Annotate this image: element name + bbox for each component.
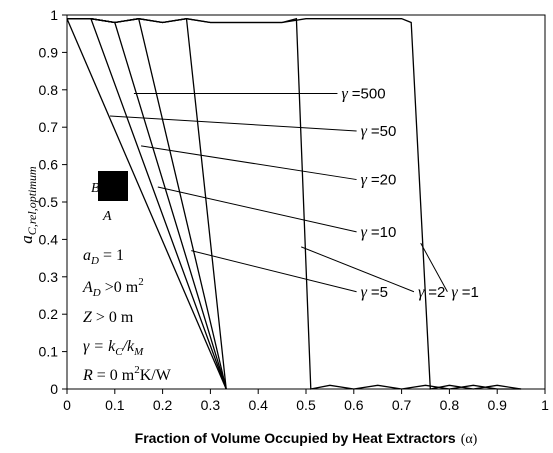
series-label: γ =1 (451, 284, 478, 301)
series-label: γ =20 (361, 172, 397, 189)
annotation-leader (157, 186, 357, 233)
series-label: γ =50 (361, 123, 397, 140)
x-tick-label: 1 (541, 397, 549, 413)
annotation-leader (191, 250, 357, 293)
x-axis-label: Fraction of Volume Occupied by Heat Extr… (135, 430, 478, 447)
param-AD: AD >0 m2 (82, 276, 144, 299)
y-tick-label: 0.8 (39, 82, 59, 98)
x-tick-label: 0.2 (153, 397, 173, 413)
annotation-leader (301, 246, 415, 293)
plot-area (66, 14, 546, 390)
series-line-0 (66, 18, 227, 390)
param-Z: Z > 0 m (83, 309, 134, 326)
marker-label-bottom: A (102, 209, 112, 224)
marker-label-top: B (91, 181, 100, 196)
parameter-legend: B A aD = 1 AD >0 m2 Z > 0 m γ = kC/kM R … (82, 171, 172, 384)
x-tick-label: 0.1 (105, 397, 125, 413)
x-tick-label: 0.5 (296, 397, 316, 413)
x-tick-label: 0.3 (201, 397, 221, 413)
axes: 0 0.1 0.2 0.3 0.4 0.5 0.6 0.7 0.8 0.9 1 0 0.1 0.2 0.3 0… (39, 7, 550, 413)
param-aD: aD = 1 (83, 247, 124, 267)
series-label: γ =5 (361, 284, 388, 301)
x-tick-label: 0.7 (392, 397, 412, 413)
x-tick-label: 0.9 (487, 397, 507, 413)
annotation-leader (141, 145, 357, 181)
y-tick-label: 0.7 (39, 119, 59, 135)
y-tick-label: 1 (50, 7, 58, 23)
series-line-6 (67, 18, 522, 390)
annotations: γ =500 γ =50 γ =20 γ =10 γ =5 γ =2 γ =1 (109, 86, 479, 301)
series-group (66, 17, 522, 390)
y-tick-label: 0.2 (39, 306, 59, 322)
x-tick-label: 0.4 (248, 397, 268, 413)
y-tick-label: 0.3 (39, 269, 59, 285)
annotation-leader (420, 242, 448, 293)
param-gamma: γ = kC/kM (83, 338, 144, 358)
y-axis-label: aC,rel,optimum (17, 166, 39, 244)
series-label: γ =500 (341, 86, 385, 103)
param-R: R = 0 m2K/W (82, 364, 172, 384)
marker-square (98, 171, 128, 201)
x-tick-label: 0.6 (344, 397, 364, 413)
y-tick-label: 0.6 (39, 157, 59, 173)
y-tick-label: 0.4 (39, 231, 59, 247)
annotation-leader (109, 115, 357, 132)
y-tick-label: 0.9 (39, 44, 59, 60)
y-tick-label: 0.5 (39, 194, 59, 210)
y-tick-label: 0.1 (39, 344, 59, 360)
svg-text:aC,rel,optimum: aC,rel,optimum (17, 166, 39, 244)
x-tick-label: 0.8 (440, 397, 460, 413)
series-label: γ =10 (361, 224, 397, 241)
series-label: γ =2 (418, 284, 445, 301)
x-tick-label: 0 (63, 397, 71, 413)
y-tick-label: 0 (50, 381, 58, 397)
